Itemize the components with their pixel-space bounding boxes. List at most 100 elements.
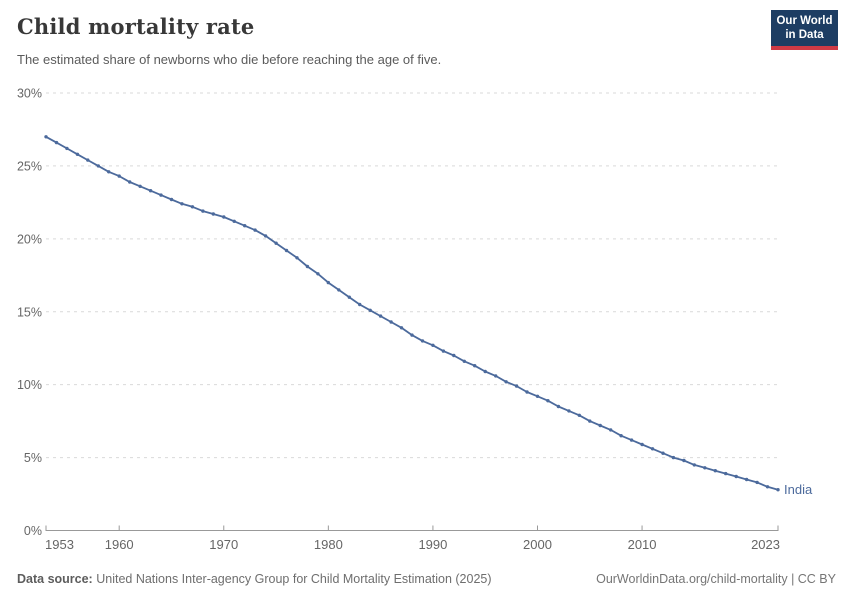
data-point — [347, 295, 351, 299]
data-point — [494, 374, 498, 378]
chart-title: Child mortality rate — [17, 14, 255, 39]
data-point — [755, 480, 759, 485]
data-point — [274, 241, 278, 245]
data-point — [169, 197, 174, 202]
data-point — [368, 308, 372, 312]
x-tick-label-1960: 1960 — [105, 537, 134, 552]
data-point — [703, 466, 707, 470]
owid-logo-line1: Our World — [776, 15, 833, 27]
y-tick-label-20: 20% — [17, 232, 42, 246]
data-point — [316, 272, 320, 276]
data-point — [117, 174, 121, 178]
owid-logo-line2: in Data — [785, 29, 824, 42]
chart-footer: Data source: United Nations Inter-agency… — [17, 572, 836, 586]
data-point — [159, 193, 163, 197]
y-tick-label-25: 25% — [17, 159, 42, 173]
x-tick-label-2000: 2000 — [523, 537, 552, 552]
data-source-label: Data source: — [17, 572, 93, 586]
data-point — [546, 399, 550, 403]
data-point — [692, 463, 696, 467]
data-point — [713, 469, 717, 473]
data-point — [420, 339, 425, 343]
data-point — [734, 474, 738, 479]
data-point — [284, 248, 289, 253]
data-point — [389, 320, 393, 324]
data-point — [222, 215, 226, 219]
data-point — [598, 423, 602, 428]
data-point — [243, 224, 247, 228]
data-point — [211, 212, 215, 216]
data-point — [431, 343, 435, 347]
data-point — [326, 280, 330, 285]
data-point — [180, 202, 184, 206]
data-point — [86, 158, 90, 162]
data-point — [263, 234, 268, 238]
data-point — [65, 146, 69, 151]
data-point — [148, 189, 153, 193]
data-point — [128, 180, 132, 184]
data-point — [535, 394, 540, 398]
data-point — [44, 135, 48, 139]
data-point — [399, 326, 404, 330]
data-point — [671, 455, 676, 460]
data-point — [96, 164, 101, 168]
data-point — [619, 434, 623, 438]
data-point — [504, 380, 508, 384]
x-tick-label-1953: 1953 — [45, 537, 74, 552]
data-point — [452, 353, 456, 358]
data-point — [629, 438, 634, 442]
x-tick-label-1970: 1970 — [209, 537, 238, 552]
data-point — [107, 170, 111, 174]
data-point — [556, 404, 561, 409]
credit-link[interactable]: OurWorldinData.org/child-mortality | CC … — [596, 572, 836, 586]
data-point — [473, 364, 477, 368]
data-point — [138, 184, 142, 188]
x-tick-label-1990: 1990 — [418, 537, 447, 552]
y-tick-label-0: 0% — [24, 524, 42, 538]
data-point — [253, 228, 257, 232]
data-point — [724, 471, 728, 476]
data-point — [378, 314, 383, 318]
data-point — [765, 485, 770, 489]
data-point — [744, 477, 749, 482]
data-point — [462, 359, 466, 363]
data-point — [190, 205, 195, 209]
data-point — [514, 384, 519, 388]
data-point — [54, 140, 59, 145]
data-point — [337, 288, 341, 292]
data-point — [650, 447, 655, 451]
data-point — [609, 428, 613, 432]
data-point — [776, 488, 780, 492]
data-point — [441, 349, 446, 353]
data-point — [577, 413, 581, 417]
data-point — [661, 451, 665, 455]
data-point — [75, 152, 80, 156]
data-point — [232, 219, 236, 223]
y-tick-label-15: 15% — [17, 305, 42, 319]
x-tick-label-2010: 2010 — [628, 537, 657, 552]
chart-subtitle: The estimated share of newborns who die … — [17, 52, 442, 67]
data-point — [640, 442, 644, 447]
data-point — [410, 333, 414, 337]
series-label-india[interactable]: India — [784, 482, 813, 497]
data-point — [201, 209, 205, 213]
data-point — [588, 419, 592, 423]
data-point — [295, 256, 299, 260]
data-point — [483, 369, 487, 374]
data-source: Data source: United Nations Inter-agency… — [17, 572, 492, 586]
y-tick-label-5: 5% — [24, 451, 42, 465]
data-point — [358, 302, 362, 307]
data-point — [305, 264, 310, 269]
y-tick-label-10: 10% — [17, 378, 42, 392]
x-tick-label-1980: 1980 — [314, 537, 343, 552]
owid-logo[interactable]: Our World in Data — [771, 10, 838, 50]
y-tick-label-30: 30% — [17, 87, 42, 101]
data-source-text: United Nations Inter-agency Group for Ch… — [96, 572, 492, 586]
data-point — [567, 409, 571, 413]
data-point — [682, 458, 686, 463]
india-series-line — [45, 135, 779, 491]
x-tick-label-2023: 2023 — [751, 537, 780, 552]
data-point — [525, 390, 529, 394]
